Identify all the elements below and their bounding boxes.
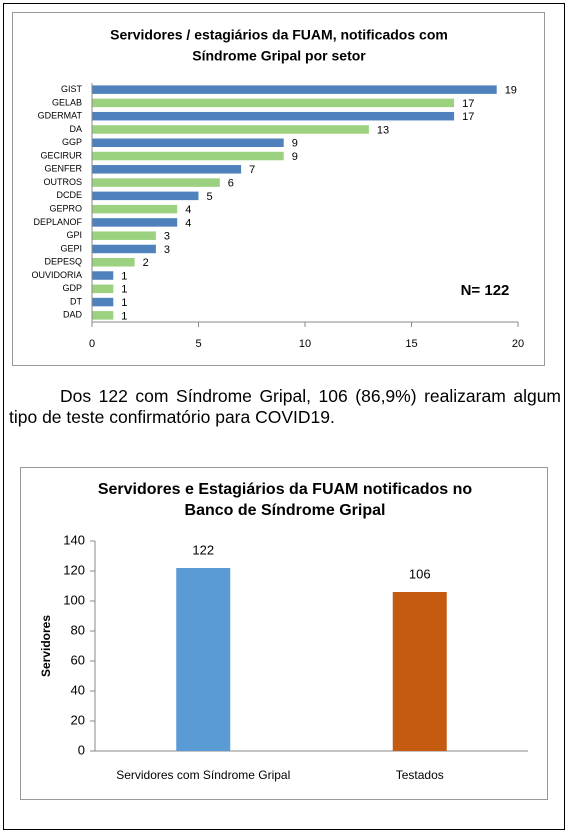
category-label: GPI <box>66 230 82 240</box>
x-tick-label: 5 <box>195 338 201 350</box>
bar <box>92 178 220 187</box>
category-label: DCDE <box>56 190 82 200</box>
bar <box>92 218 178 227</box>
x-tick-label: 20 <box>512 338 524 350</box>
category-label: GEPRO <box>49 204 82 214</box>
x-tick-label: Testados <box>396 768 444 782</box>
x-tick-label: 15 <box>405 338 417 350</box>
bar <box>92 85 497 94</box>
bar <box>92 311 114 320</box>
chart-title: Servidores e Estagiários da FUAM notific… <box>98 481 473 498</box>
y-tick-label: 40 <box>71 682 85 697</box>
category-label: GGP <box>62 137 82 147</box>
category-label: OUTROS <box>43 177 82 187</box>
category-label: DEPLANOF <box>33 217 82 227</box>
value-label: 3 <box>164 231 170 243</box>
category-label: DA <box>69 124 82 134</box>
y-axis-label: Servidores <box>39 615 53 677</box>
bar <box>92 191 199 201</box>
bar <box>92 165 242 174</box>
category-label: GEPI <box>60 243 82 253</box>
value-label: 1 <box>121 284 127 296</box>
value-label: 9 <box>292 138 298 150</box>
category-label: GDP <box>62 283 82 293</box>
x-tick-label: Servidores com Síndrome Gripal <box>116 768 290 782</box>
value-label: 2 <box>143 257 149 269</box>
bar <box>92 231 156 240</box>
bar <box>92 138 284 147</box>
y-tick-label: 0 <box>78 742 85 757</box>
category-label: GELAB <box>52 97 82 107</box>
chart-title: Servidores / estagiários da FUAM, notifi… <box>110 27 448 43</box>
value-label: 19 <box>505 85 517 97</box>
value-label: 3 <box>164 244 170 256</box>
y-tick-label: 120 <box>63 562 85 577</box>
bar <box>92 111 455 121</box>
value-label: 5 <box>207 191 213 203</box>
x-tick-label: 10 <box>299 338 311 350</box>
bar <box>92 284 114 294</box>
annotation: N= 122 <box>461 282 510 299</box>
x-tick-label: 0 <box>89 338 95 350</box>
category-label: DEPESQ <box>44 257 82 267</box>
chart-title: Banco de Síndrome Gripal <box>185 502 386 519</box>
value-label: 9 <box>292 151 298 163</box>
bar <box>92 98 455 108</box>
bar <box>92 151 284 161</box>
bar <box>92 297 114 307</box>
bar <box>92 258 135 267</box>
category-label: DT <box>70 296 82 306</box>
value-label: 4 <box>185 204 191 216</box>
y-tick-label: 60 <box>71 652 85 667</box>
category-label: GECIRUR <box>40 150 82 160</box>
value-label: 106 <box>409 566 431 581</box>
y-tick-label: 80 <box>71 622 85 637</box>
y-tick-label: 140 <box>63 532 85 547</box>
category-label: GIST <box>61 84 83 94</box>
bar <box>92 271 114 280</box>
value-label: 4 <box>185 217 191 229</box>
category-label: GDERMAT <box>38 111 83 121</box>
bar <box>92 125 369 134</box>
value-label: 1 <box>121 270 127 282</box>
y-tick-label: 100 <box>63 592 85 607</box>
category-label: GENFER <box>44 164 82 174</box>
value-label: 122 <box>192 542 214 557</box>
value-label: 13 <box>377 124 389 136</box>
value-label: 1 <box>121 310 127 322</box>
value-label: 17 <box>462 98 474 110</box>
bar <box>176 568 231 751</box>
y-tick-label: 20 <box>71 712 85 727</box>
bar <box>92 204 178 214</box>
value-label: 6 <box>228 177 234 189</box>
chart-frame <box>20 467 548 800</box>
paragraph: Dos 122 com Síndrome Gripal, 106 (86,9%)… <box>9 386 561 427</box>
value-label: 7 <box>249 164 255 176</box>
value-label: 17 <box>462 111 474 123</box>
value-label: 1 <box>121 297 127 309</box>
bar <box>392 592 447 751</box>
chart-frame <box>12 12 545 366</box>
page-border <box>3 3 565 830</box>
category-label: DAD <box>63 310 83 320</box>
chart-title: Síndrome Gripal por setor <box>192 48 366 64</box>
bar <box>92 244 156 254</box>
category-label: OUVIDORIA <box>31 270 82 280</box>
